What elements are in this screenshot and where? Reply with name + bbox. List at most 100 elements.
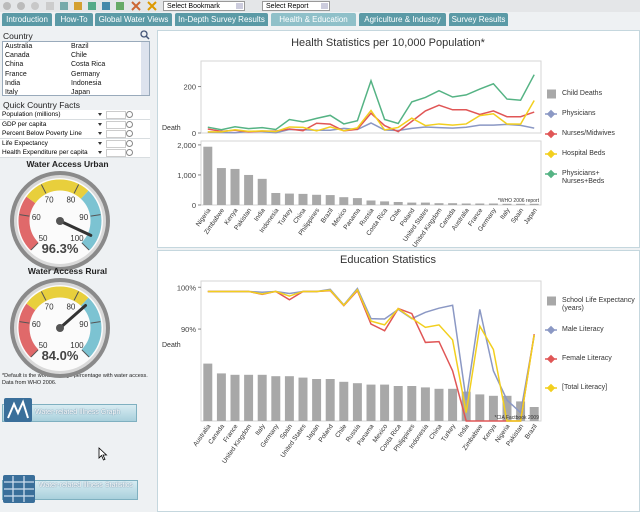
icon[interactable] xyxy=(17,2,25,10)
scrollbar[interactable] xyxy=(141,42,149,95)
legend-marker xyxy=(546,109,556,119)
fact-dropdown[interactable] xyxy=(98,141,102,145)
icon[interactable] xyxy=(74,2,82,10)
gauge-tick xyxy=(81,349,90,358)
icon[interactable] xyxy=(60,2,68,10)
bar xyxy=(434,203,444,205)
left-panel: Country xyxy=(0,29,155,512)
fact-value[interactable] xyxy=(106,139,126,148)
gauge-tick-label: 50 xyxy=(39,341,48,350)
tab[interactable]: Survey Results xyxy=(449,13,508,26)
report-select[interactable]: Select Report xyxy=(262,1,330,11)
country-item[interactable]: Indonesia xyxy=(71,79,102,87)
fact-radio[interactable] xyxy=(126,111,133,118)
fact-value[interactable] xyxy=(106,130,126,139)
legend-marker xyxy=(546,149,556,159)
icon[interactable] xyxy=(147,1,157,11)
fact-label: Population (millions) xyxy=(2,111,61,118)
fact-dropdown[interactable] xyxy=(98,113,102,116)
country-item[interactable]: India xyxy=(5,79,21,87)
bar xyxy=(393,201,403,205)
fact-value[interactable] xyxy=(106,149,126,158)
bar xyxy=(380,201,390,205)
tab[interactable]: Global Water Views xyxy=(95,13,172,26)
gauge-band xyxy=(18,303,39,358)
fact-radio[interactable] xyxy=(126,120,133,128)
icon[interactable] xyxy=(31,2,39,10)
fact-radio[interactable] xyxy=(126,149,133,157)
bookmark-select[interactable]: Select Bookmark xyxy=(163,1,245,11)
bar xyxy=(312,379,322,421)
icon[interactable] xyxy=(102,2,110,10)
x-tick-label: Italy xyxy=(499,207,512,221)
gauge-value: 96.3% xyxy=(42,241,79,256)
country-item[interactable]: Costa Rica xyxy=(71,61,106,69)
bar xyxy=(475,203,485,205)
bar xyxy=(407,202,417,205)
bar xyxy=(230,374,240,421)
chart: Education Statistics90%100%DeathAustrali… xyxy=(162,254,557,465)
table-icon xyxy=(3,475,35,503)
bar xyxy=(475,394,485,421)
bar xyxy=(298,193,308,205)
tab[interactable]: How-To xyxy=(55,13,93,26)
illness-stats-button[interactable]: Water-related Illness Statistics xyxy=(2,480,138,500)
icon[interactable] xyxy=(46,2,54,10)
bar xyxy=(448,203,458,205)
tab[interactable]: In-Depth Survey Results xyxy=(175,13,268,26)
icon[interactable] xyxy=(131,1,141,11)
tab[interactable]: Introduction xyxy=(2,13,52,26)
fact-dropdown[interactable] xyxy=(98,122,102,126)
country-item[interactable]: Chile xyxy=(71,52,87,60)
fact-value[interactable] xyxy=(106,120,126,129)
legend-label: [Total Literacy] xyxy=(562,384,608,391)
fact-dropdown[interactable] xyxy=(98,151,102,155)
line-series xyxy=(207,288,535,422)
country-item[interactable]: Germany xyxy=(71,70,100,78)
gauge-hub xyxy=(56,324,64,332)
icon[interactable] xyxy=(3,2,11,10)
legend-label: Physicians+ Nurses+Beds xyxy=(562,170,605,185)
mouse-cursor xyxy=(98,447,108,461)
bar xyxy=(244,174,254,205)
tab[interactable]: Agriculture & Industry xyxy=(359,13,446,26)
bar xyxy=(339,197,349,205)
country-item[interactable]: China xyxy=(5,61,24,69)
icon[interactable] xyxy=(88,2,96,10)
legend-marker xyxy=(546,383,556,393)
country-item[interactable]: Canada xyxy=(5,52,30,60)
fact-radio[interactable] xyxy=(126,139,133,147)
country-title: Country xyxy=(3,31,33,41)
country-item[interactable]: Italy xyxy=(5,89,18,96)
country-list[interactable]: Australia Brazil Canada Chile China Costa Ric… xyxy=(2,41,150,96)
country-item[interactable]: France xyxy=(5,70,27,78)
gauge-tick-label: 60 xyxy=(32,213,41,222)
plot-frame xyxy=(200,60,542,134)
country-item[interactable]: Brazil xyxy=(71,43,89,50)
annotation: *WHO 2006 report xyxy=(498,198,540,204)
country-item[interactable]: Japan xyxy=(71,89,91,96)
bar xyxy=(203,146,213,205)
legend-marker xyxy=(546,325,556,335)
fact-dropdown[interactable] xyxy=(98,132,102,136)
fact-value[interactable] xyxy=(106,111,126,119)
gauge-band xyxy=(26,286,89,311)
bar xyxy=(312,194,322,205)
icon[interactable] xyxy=(116,2,124,10)
legend-label: School Life Expectancy (years) xyxy=(562,297,635,312)
search-icon[interactable] xyxy=(140,30,150,40)
bar xyxy=(284,376,294,421)
bar xyxy=(230,168,240,205)
fact-row: Population (millions) xyxy=(0,110,150,120)
facts-title: Quick Country Facts xyxy=(3,100,80,110)
legend-marker xyxy=(546,169,556,179)
illness-graph-button[interactable]: Water-related Illness Graph xyxy=(2,404,137,422)
gauge-tick xyxy=(73,184,80,194)
fact-radio[interactable] xyxy=(126,130,133,138)
bar xyxy=(393,386,403,421)
tab[interactable]: Health & Education xyxy=(271,13,356,26)
country-item[interactable]: Australia xyxy=(5,43,33,50)
chart-title: Education Statistics xyxy=(340,254,436,266)
